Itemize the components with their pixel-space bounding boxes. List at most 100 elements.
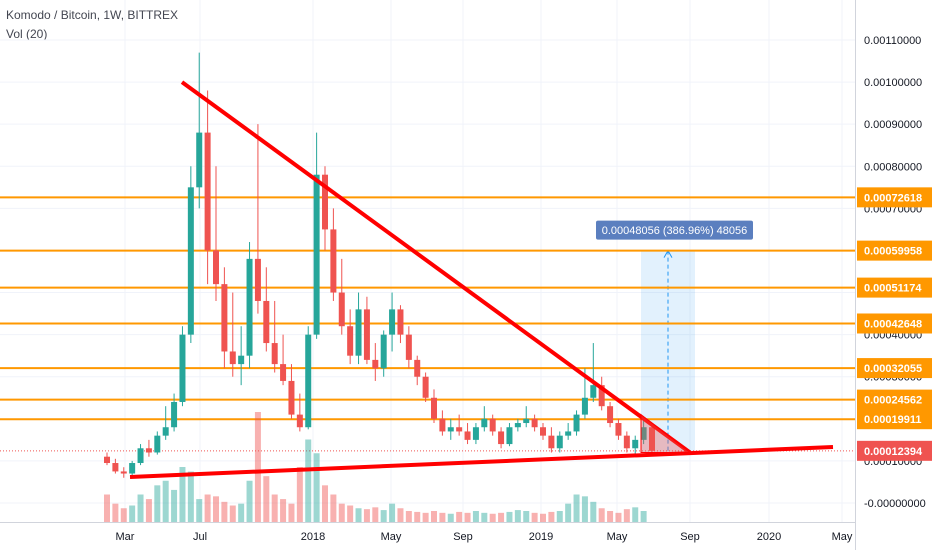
- candle-body: [405, 334, 412, 360]
- candle-body: [380, 334, 387, 369]
- candle-body: [397, 309, 404, 335]
- volume-bar: [581, 496, 588, 522]
- candle-body: [623, 435, 630, 449]
- candle-body: [112, 463, 119, 472]
- volume-bar: [104, 494, 110, 522]
- candle-body: [187, 187, 194, 335]
- volume-bar: [540, 513, 546, 522]
- volume-bar: [531, 512, 538, 522]
- candle-body: [640, 427, 647, 440]
- candle-body: [271, 343, 278, 365]
- candle-body: [338, 292, 345, 327]
- volume-bar: [347, 505, 354, 522]
- volume-bar: [556, 511, 563, 522]
- volume-bar: [573, 494, 580, 522]
- candle-body: [389, 309, 396, 335]
- candle-body: [280, 364, 287, 381]
- volume-bar: [154, 485, 161, 522]
- x-tick-label: May: [607, 531, 628, 543]
- volume-bar: [162, 480, 169, 522]
- x-tick-label: Sep: [453, 531, 473, 543]
- volume-bar: [221, 501, 228, 522]
- volume-bar: [598, 508, 605, 522]
- level-price-label: 0.00072618: [864, 192, 922, 204]
- volume-bar: [313, 453, 320, 522]
- candle-body: [313, 174, 320, 335]
- volume-bar: [137, 494, 144, 522]
- volume-bar: [414, 511, 421, 522]
- candle-body: [196, 132, 203, 188]
- level-price-label: 0.00032055: [864, 363, 922, 375]
- volume-bar: [623, 509, 630, 522]
- volume-bar: [431, 511, 437, 522]
- volume-bar: [145, 499, 152, 522]
- volume-bar: [472, 511, 479, 522]
- volume-bar: [288, 503, 295, 522]
- candle-body: [238, 355, 245, 365]
- candle-body: [305, 334, 312, 428]
- y-tick-label: 0.00100000: [864, 77, 922, 89]
- candle-body: [565, 431, 572, 436]
- volume-bar: [590, 501, 597, 522]
- volume-bar: [514, 510, 521, 522]
- level-price-tag: [857, 389, 932, 410]
- x-tick-label: Mar: [116, 531, 135, 543]
- candle-body: [204, 132, 211, 251]
- volume-bar: [372, 507, 379, 522]
- candle-body: [615, 423, 622, 436]
- candle-body: [104, 456, 110, 464]
- level-price-label: 0.00051174: [864, 283, 922, 295]
- volume-bar: [607, 511, 614, 522]
- volume-bar: [338, 503, 345, 522]
- candle-body: [531, 418, 538, 428]
- volume-bar: [481, 512, 488, 522]
- candle-body: [229, 351, 236, 365]
- level-price-label: 0.00042648: [864, 318, 922, 330]
- x-tick-label: 2019: [529, 531, 553, 543]
- volume-bar: [523, 511, 530, 522]
- volume-bar: [464, 512, 471, 522]
- candle-body: [137, 448, 144, 464]
- volume-bar: [120, 508, 127, 522]
- candle-body: [464, 431, 471, 440]
- candle-body: [288, 380, 295, 415]
- candle-body: [120, 471, 127, 474]
- volume-bar: [405, 511, 412, 522]
- candle-body: [498, 431, 505, 445]
- level-price-tag: [857, 240, 932, 261]
- level-price-label: 0.00024562: [864, 395, 922, 407]
- candle-body: [447, 427, 454, 432]
- trendline-resistance: [180, 80, 692, 455]
- volume-bar: [296, 467, 303, 522]
- volume-bar: [380, 510, 387, 522]
- candle-body: [456, 427, 463, 432]
- candle-body: [296, 414, 303, 428]
- volume-bar: [506, 511, 513, 522]
- x-tick-label: Jul: [193, 531, 207, 543]
- candle-body: [540, 427, 546, 436]
- candle-body: [607, 406, 614, 424]
- x-tick-label: 2020: [757, 531, 781, 543]
- candle-body: [573, 414, 580, 432]
- measure-label: 0.00048056 (386.96%) 48056: [602, 225, 748, 237]
- level-price-tag: [857, 277, 932, 298]
- candle-body: [171, 401, 178, 428]
- candle-body: [213, 250, 219, 285]
- candle-body: [649, 427, 655, 451]
- volume-bar: [171, 489, 178, 522]
- volume-bar: [548, 511, 555, 522]
- y-tick-label: 0.00080000: [864, 161, 922, 173]
- candle-body: [506, 427, 513, 445]
- candle-body: [154, 435, 161, 453]
- candle-body: [145, 448, 152, 453]
- x-tick-label: Sep: [680, 531, 700, 543]
- candle-body: [355, 309, 362, 356]
- volume-bar: [280, 499, 287, 522]
- level-price-tag: [857, 187, 932, 208]
- candle-body: [481, 418, 488, 428]
- candle-body: [431, 397, 437, 419]
- x-tick-label: 2018: [301, 531, 325, 543]
- volume-bar: [129, 505, 136, 522]
- volume-bar: [363, 509, 370, 522]
